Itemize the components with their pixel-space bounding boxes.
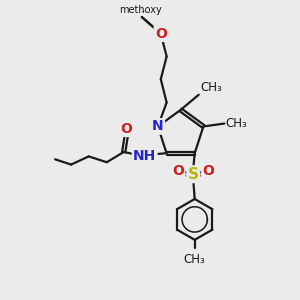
Text: NH: NH (133, 148, 156, 163)
Text: methoxy: methoxy (142, 11, 148, 12)
Text: O: O (155, 27, 167, 41)
Text: methoxy: methoxy (119, 5, 162, 15)
Text: O: O (172, 164, 184, 178)
Text: O: O (121, 122, 133, 136)
Text: O: O (202, 164, 214, 178)
Text: S: S (188, 167, 199, 182)
Text: CH₃: CH₃ (200, 81, 222, 94)
Text: CH₃: CH₃ (226, 117, 248, 130)
Text: N: N (152, 119, 164, 134)
Text: CH₃: CH₃ (184, 253, 206, 266)
